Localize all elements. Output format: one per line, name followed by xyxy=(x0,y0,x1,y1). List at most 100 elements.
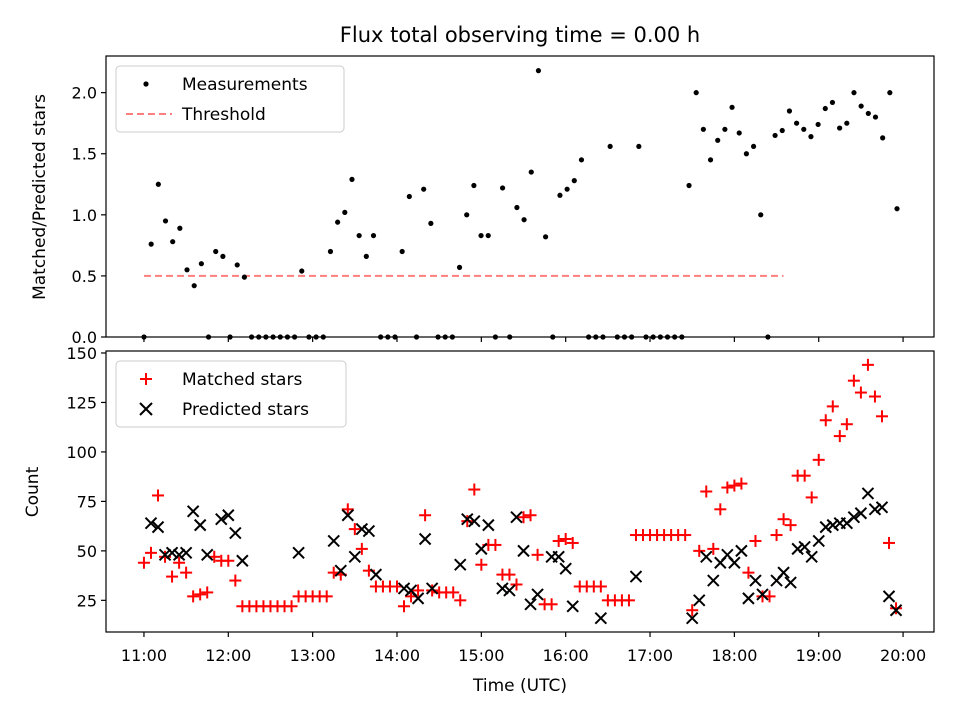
measurement-point xyxy=(743,151,750,157)
matched-star-point xyxy=(398,600,411,613)
measurement-point xyxy=(155,181,161,187)
top-ytick-label: 2.0 xyxy=(72,84,97,103)
matched-star-point xyxy=(728,479,741,492)
matched-star-point xyxy=(144,546,157,559)
predicted-star-point xyxy=(292,546,305,560)
predicted-star-point xyxy=(454,558,467,571)
matched-star-point xyxy=(566,536,579,549)
matched-star-point xyxy=(426,584,439,597)
bottom-xtick-label: 15:00 xyxy=(458,646,504,665)
predicted-star-point xyxy=(686,611,699,625)
measurement-point xyxy=(779,127,785,134)
top-ytick-label: 1.5 xyxy=(72,145,97,164)
matched-star-point xyxy=(545,598,558,611)
predicted-star-point xyxy=(531,588,544,601)
predicted-star-point xyxy=(229,526,242,540)
measurement-point xyxy=(750,143,757,150)
predicted-star-point xyxy=(594,611,608,625)
matched-star-point xyxy=(510,578,523,591)
bottom-ytick-label: 75 xyxy=(77,492,97,511)
predicted-star-point xyxy=(566,600,579,613)
predicted-star-point xyxy=(355,522,369,536)
predicted-star-point xyxy=(728,556,741,569)
predicted-star-point xyxy=(418,532,432,546)
matched-star-point xyxy=(868,390,881,403)
measurement-point xyxy=(822,105,828,112)
bottom-xtick-label: 20:00 xyxy=(880,646,926,665)
predicted-star-point xyxy=(742,592,755,605)
matched-star-point xyxy=(194,588,207,601)
measurement-point xyxy=(894,206,900,212)
matched-star-point xyxy=(517,511,530,524)
matched-star-point xyxy=(798,469,811,482)
matched-star-point xyxy=(700,485,713,498)
bottom-ytick-label: 100 xyxy=(66,443,97,462)
measurement-point xyxy=(736,130,742,136)
predicted-star-point xyxy=(165,546,179,560)
matched-star-point xyxy=(348,523,361,536)
bottom-xtick-label: 11:00 xyxy=(121,646,167,665)
bottom-ytick-label: 125 xyxy=(66,393,97,412)
measurement-point xyxy=(858,103,864,109)
matched-star-point xyxy=(201,586,214,599)
predicted-star-point xyxy=(882,590,896,603)
matched-star-point xyxy=(503,568,516,581)
measurement-point xyxy=(829,99,836,106)
measurement-point xyxy=(399,248,405,255)
matched-star-point xyxy=(454,594,467,607)
measurement-point xyxy=(636,143,642,150)
matched-star-point xyxy=(861,358,874,371)
measurement-point xyxy=(578,157,585,163)
measurement-point xyxy=(162,218,169,224)
matched-star-point xyxy=(770,529,783,542)
measurement-point xyxy=(356,232,362,239)
measurement-point xyxy=(234,262,240,268)
measurement-point xyxy=(177,225,183,231)
matched-star-point xyxy=(137,556,150,569)
measurement-point xyxy=(428,220,434,226)
measurement-point xyxy=(514,204,520,211)
measurement-point xyxy=(872,114,879,120)
measurement-point xyxy=(170,239,176,245)
top-ytick-label: 0.0 xyxy=(72,328,97,347)
measurement-point xyxy=(370,232,377,239)
legend-measurements-label: Measurements xyxy=(182,75,308,95)
predicted-star-point xyxy=(362,524,376,538)
top-panel: 0.00.51.01.52.0 Matched/Predicted stars … xyxy=(30,55,935,347)
matched-star-point xyxy=(777,513,790,526)
measurement-point xyxy=(794,120,800,126)
matched-star-point xyxy=(180,566,193,579)
measurement-point xyxy=(191,283,197,289)
predicted-star-point xyxy=(868,503,882,516)
predicted-star-point xyxy=(629,570,643,583)
measurement-point xyxy=(363,253,369,259)
matched-star-point xyxy=(749,534,762,547)
measurement-point xyxy=(607,143,613,150)
top-ytick-label: 0.5 xyxy=(72,267,97,286)
matched-star-point xyxy=(152,489,165,502)
matched-star-point xyxy=(187,590,200,603)
bottom-ytick-label: 50 xyxy=(77,542,97,561)
matched-star-point xyxy=(552,534,565,547)
measurement-point xyxy=(686,182,692,189)
measurement-point xyxy=(707,157,714,163)
measurement-point xyxy=(815,121,821,128)
matched-star-point xyxy=(875,410,888,423)
measurement-point xyxy=(213,248,219,255)
predicted-star-point xyxy=(552,550,565,564)
predicted-star-point xyxy=(348,550,362,564)
predicted-star-point xyxy=(735,544,748,558)
measurement-point xyxy=(715,137,721,143)
matched-star-point xyxy=(222,554,235,567)
predicted-star-point xyxy=(468,514,481,528)
matched-star-point xyxy=(693,544,706,557)
matched-star-point xyxy=(707,542,720,555)
measurement-point xyxy=(456,264,463,270)
predicted-star-point xyxy=(700,550,713,564)
chart-title: Flux total observing time = 0.00 h xyxy=(340,23,700,47)
top-ytick-label: 1.0 xyxy=(72,206,97,225)
matched-star-point xyxy=(883,536,896,549)
matched-star-point xyxy=(320,590,333,603)
predicted-star-point xyxy=(397,582,411,595)
measurement-point xyxy=(421,186,427,192)
